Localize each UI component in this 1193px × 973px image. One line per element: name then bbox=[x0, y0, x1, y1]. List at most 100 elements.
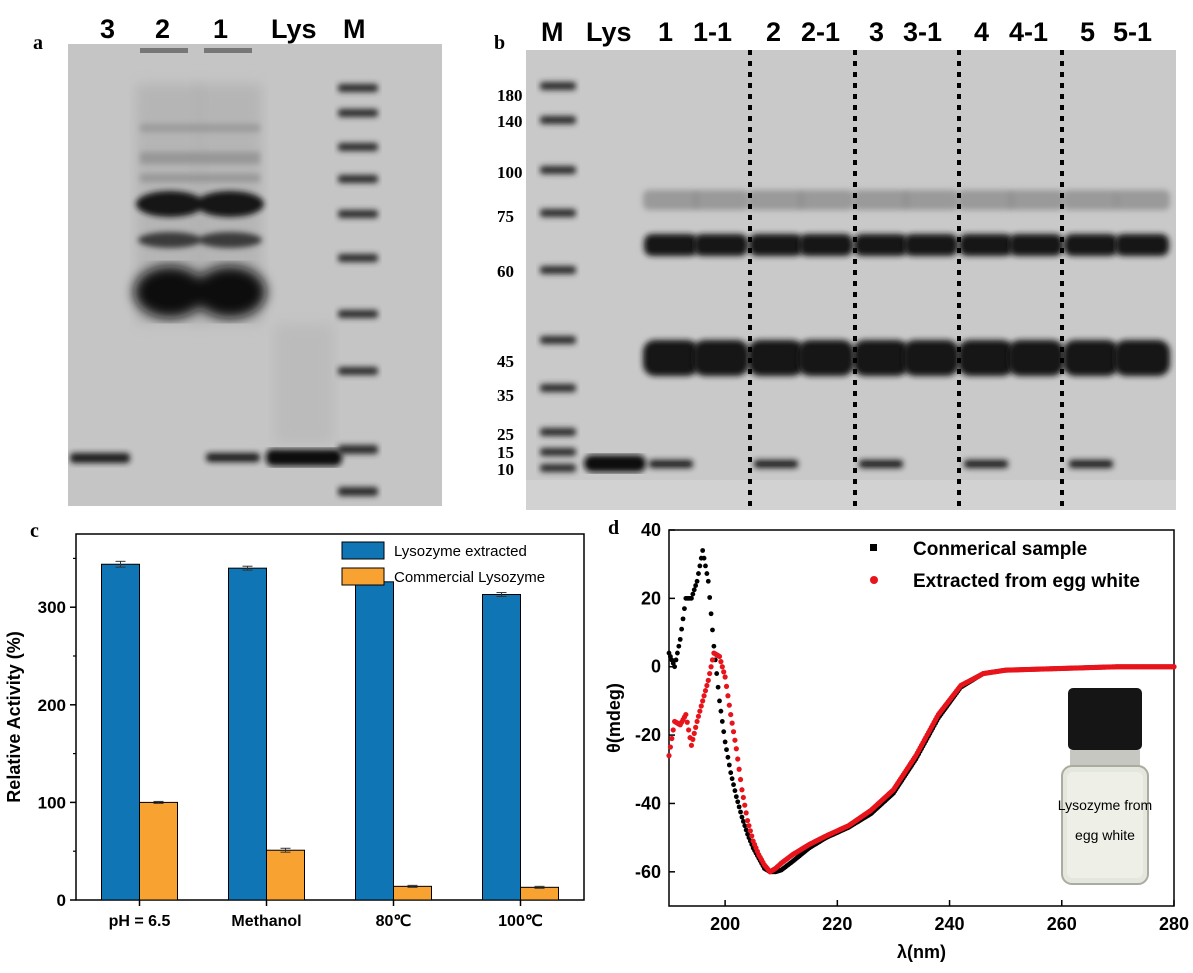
data-point bbox=[673, 657, 679, 663]
lane-label: 2 bbox=[766, 17, 782, 47]
data-point bbox=[725, 754, 731, 760]
data-point bbox=[700, 548, 706, 553]
data-point bbox=[718, 708, 724, 714]
marker-mw-label: 10 bbox=[497, 460, 514, 479]
data-point bbox=[675, 650, 680, 656]
legend-label: Commercial Lysozyme bbox=[394, 569, 545, 586]
plot-frame bbox=[75, 533, 585, 901]
data-point bbox=[703, 563, 708, 569]
y-tick-label: 0 bbox=[651, 657, 661, 677]
lane-label: 1 bbox=[658, 17, 674, 47]
ladder-band bbox=[338, 254, 378, 262]
y-axis-title: θ(mdeg) bbox=[604, 683, 624, 753]
data-point bbox=[726, 762, 732, 768]
ladder-band bbox=[338, 445, 378, 454]
panel-c-letter: c bbox=[30, 520, 39, 542]
data-point bbox=[744, 817, 751, 824]
ladder-band bbox=[338, 143, 378, 151]
marker-mw-label: 180 bbox=[497, 86, 523, 105]
marker-mw-label: 45 bbox=[497, 352, 514, 371]
ladder-band bbox=[540, 448, 576, 456]
data-point bbox=[722, 739, 728, 745]
bar bbox=[520, 886, 559, 901]
data-point bbox=[732, 737, 738, 743]
data-point bbox=[740, 819, 746, 824]
bar bbox=[139, 801, 178, 901]
data-point bbox=[742, 823, 748, 829]
data-point bbox=[746, 823, 752, 829]
y-tick-label: 20 bbox=[641, 588, 661, 608]
ladder-band bbox=[540, 384, 576, 392]
data-point bbox=[731, 782, 736, 788]
data-point bbox=[697, 563, 703, 569]
data-point bbox=[725, 693, 731, 699]
x-tick-label: 240 bbox=[935, 914, 965, 934]
legend-marker bbox=[870, 576, 878, 584]
legend-swatch bbox=[341, 541, 385, 560]
marker-mw-label: 35 bbox=[497, 386, 514, 405]
ladder-band bbox=[338, 109, 378, 117]
bar bbox=[228, 567, 267, 901]
bar bbox=[266, 849, 305, 901]
ladder-band bbox=[338, 175, 378, 183]
lane-label: Lys bbox=[586, 17, 632, 47]
x-axis-title: λ(nm) bbox=[897, 942, 946, 962]
bar bbox=[393, 885, 432, 901]
plot-frame bbox=[668, 529, 1175, 907]
data-point bbox=[743, 827, 749, 833]
data-point bbox=[676, 643, 682, 649]
data-point bbox=[704, 682, 710, 689]
data-point bbox=[707, 595, 713, 600]
lane-label: 4 bbox=[974, 17, 990, 47]
data-point bbox=[708, 611, 714, 617]
legend-label: Conmerical sample bbox=[913, 539, 1087, 560]
ladder-band bbox=[338, 487, 378, 496]
x-tick-label: 200 bbox=[710, 914, 740, 934]
data-point bbox=[701, 693, 707, 699]
data-point bbox=[737, 776, 744, 783]
data-point bbox=[722, 674, 728, 680]
data-point bbox=[733, 746, 739, 752]
lane-label: 1-1 bbox=[693, 17, 733, 47]
data-point bbox=[747, 828, 753, 834]
data-point bbox=[728, 711, 734, 718]
data-point bbox=[669, 735, 675, 742]
x-tick-label: Methanol bbox=[231, 913, 301, 930]
data-point bbox=[695, 713, 702, 719]
data-point bbox=[672, 664, 678, 670]
data-point bbox=[686, 727, 692, 733]
gel-a-image bbox=[68, 44, 442, 506]
y-tick-label: 0 bbox=[57, 891, 66, 910]
data-point bbox=[721, 669, 727, 675]
data-point bbox=[739, 814, 745, 820]
data-point bbox=[666, 753, 672, 759]
data-point bbox=[700, 698, 706, 704]
ladder-band bbox=[338, 210, 378, 218]
data-point bbox=[710, 627, 715, 633]
marker-mw-label: 75 bbox=[497, 207, 514, 226]
data-point bbox=[684, 719, 690, 725]
data-point bbox=[711, 643, 717, 649]
data-point bbox=[749, 833, 755, 839]
data-point bbox=[708, 664, 714, 670]
data-point bbox=[698, 703, 704, 709]
data-point bbox=[730, 729, 737, 735]
ladder-band bbox=[338, 310, 378, 318]
data-point bbox=[716, 653, 723, 660]
x-tick-label: pH = 6.5 bbox=[109, 913, 171, 930]
x-tick-label: 260 bbox=[1047, 914, 1077, 934]
data-point bbox=[694, 718, 700, 725]
lane-label: 4-1 bbox=[1009, 17, 1049, 47]
data-point bbox=[697, 708, 703, 714]
data-point bbox=[694, 578, 700, 584]
data-point bbox=[705, 578, 711, 584]
data-point bbox=[704, 571, 710, 576]
x-tick-label: 80℃ bbox=[376, 913, 412, 930]
data-point bbox=[721, 729, 727, 735]
lane-label: 3 bbox=[869, 17, 885, 47]
gel-b-image bbox=[526, 50, 1176, 510]
data-point bbox=[705, 677, 711, 683]
ladder-band bbox=[540, 209, 576, 217]
y-tick-label: 300 bbox=[38, 598, 66, 617]
data-point bbox=[696, 571, 701, 576]
